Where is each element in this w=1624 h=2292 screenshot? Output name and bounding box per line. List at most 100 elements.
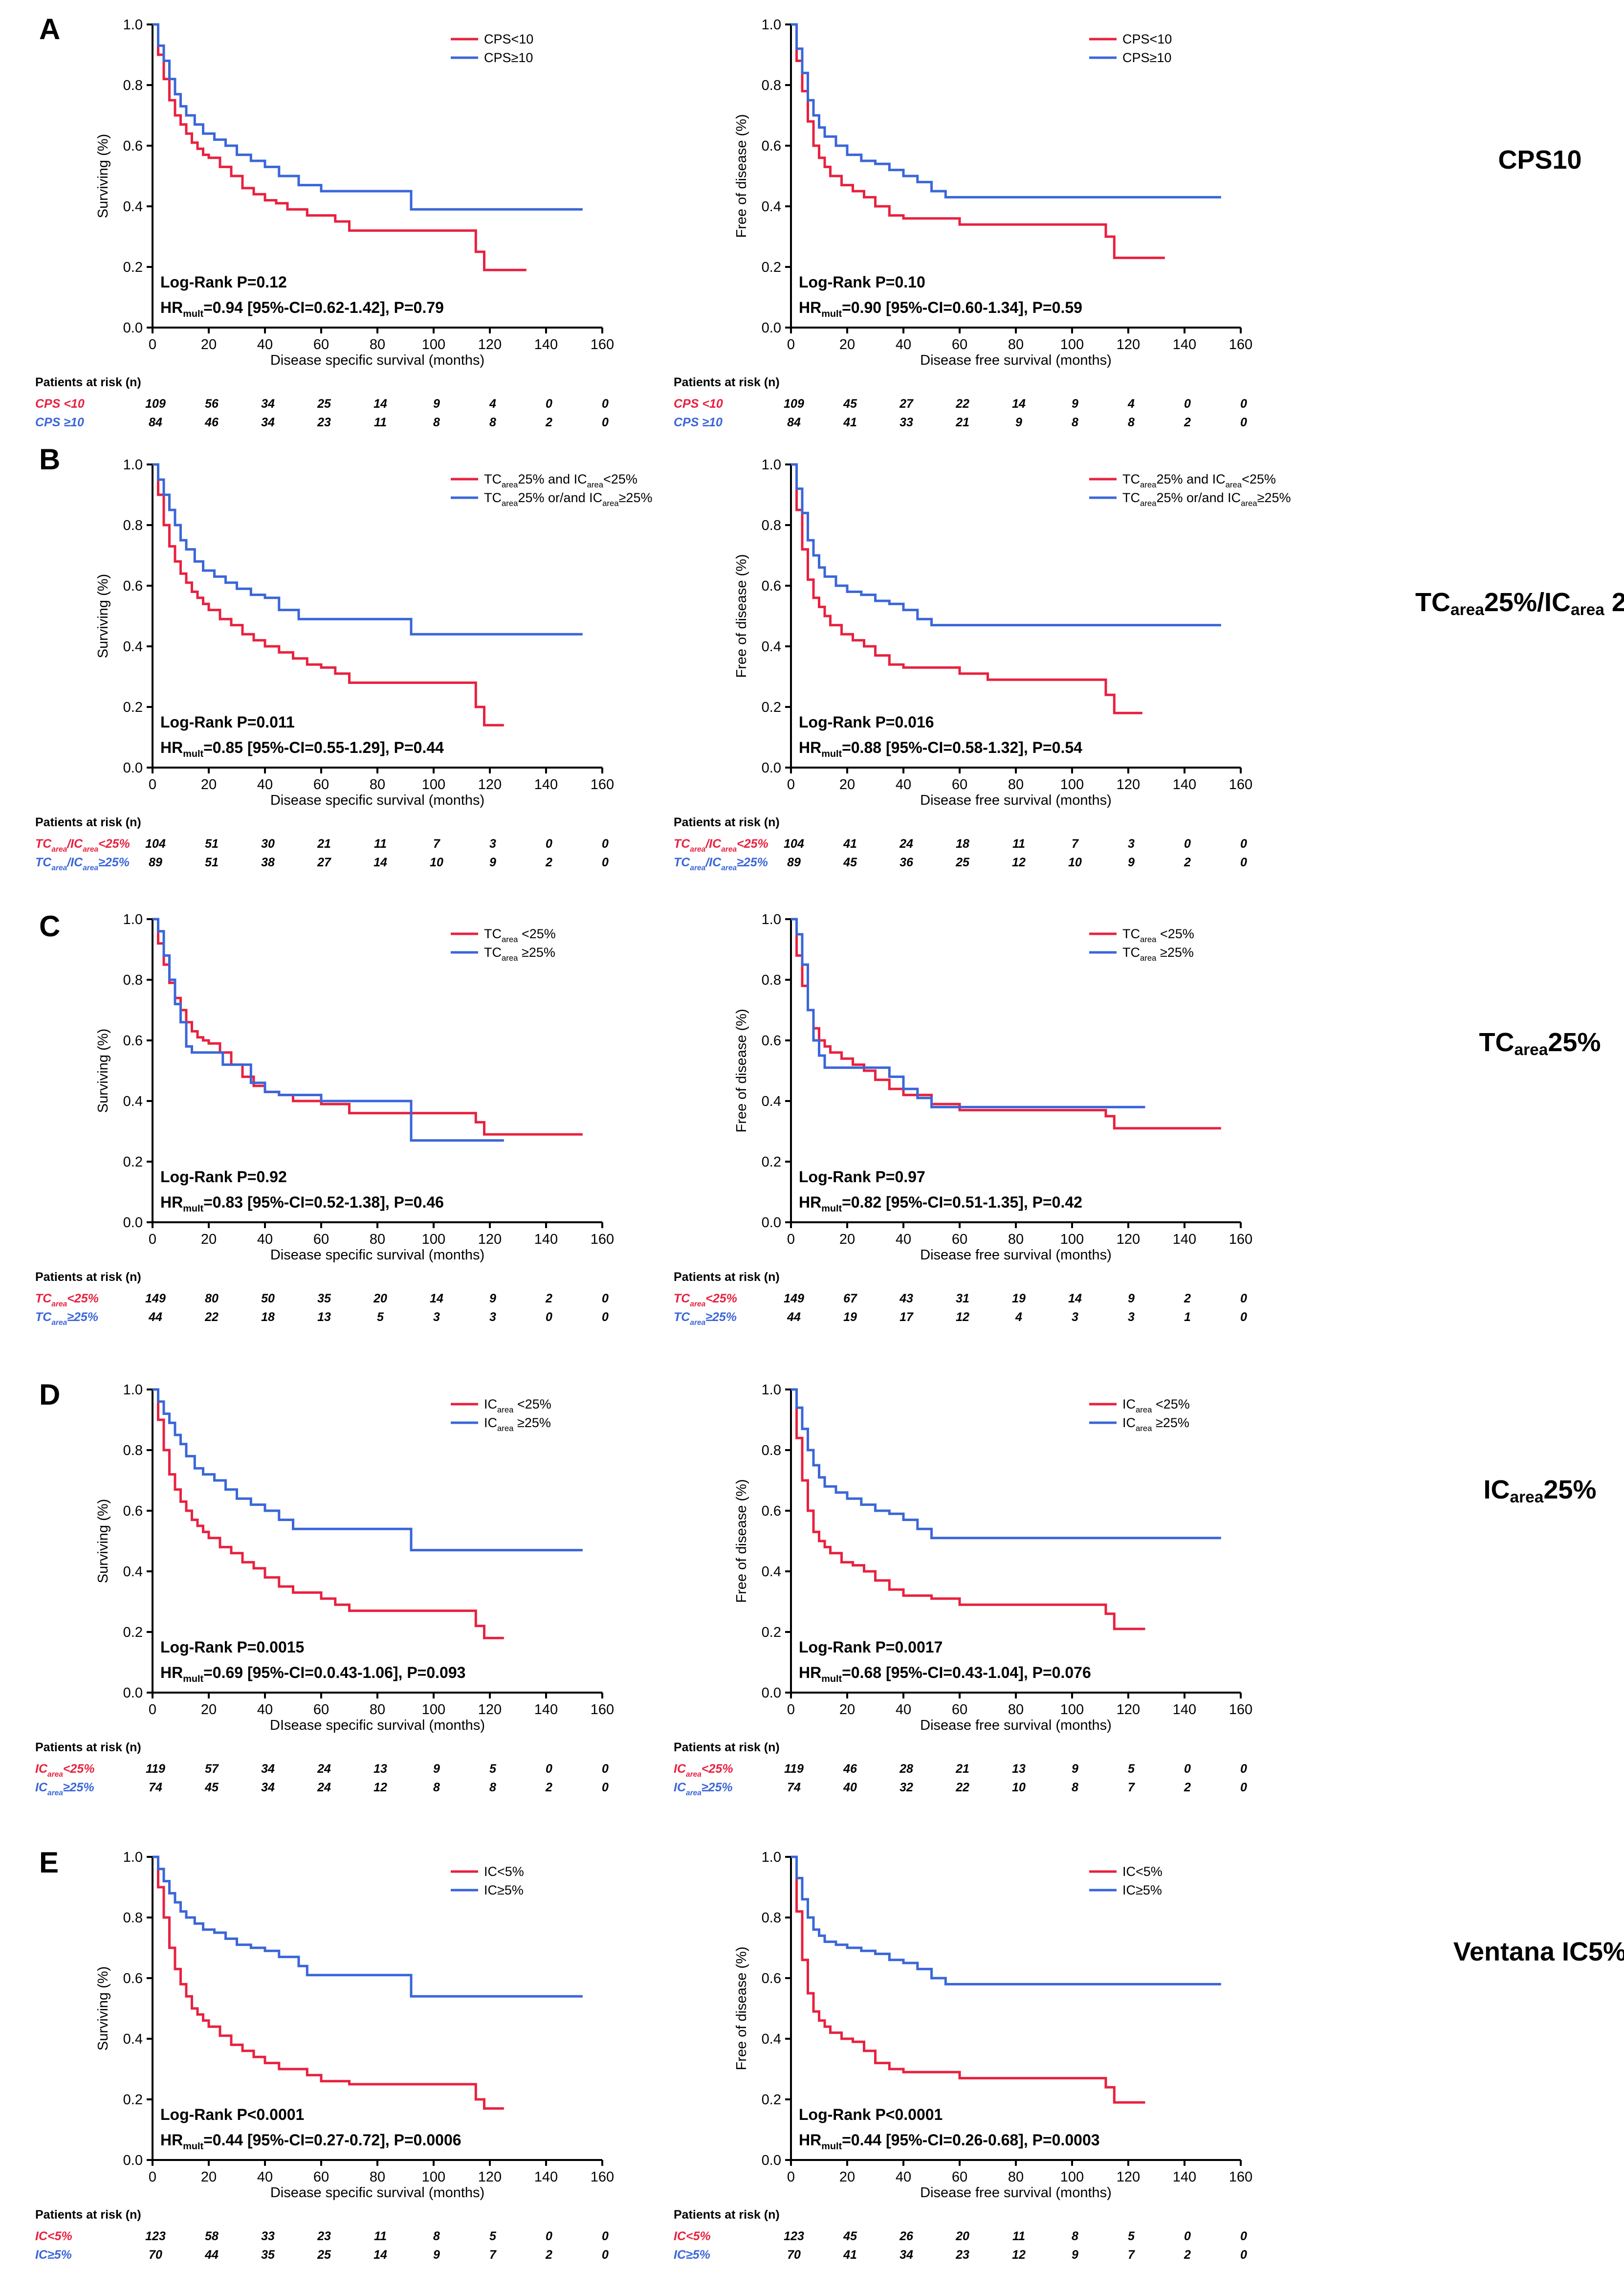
risk-row-label: TCarea​≥25% [35,1310,98,1327]
risk-count: 7 [433,837,440,851]
y-tick-label: 0.0 [762,1685,781,1701]
panel-letter: A [39,13,60,45]
risk-count: 51 [205,837,219,851]
km-curve-low [791,463,1142,714]
km-panel-C-dfs: 0.00.20.40.60.81.00 20 40 60 80 100 120 140 160D… [674,912,1252,1327]
logrank-text: Log-Rank P=0.016 [799,713,934,731]
risk-count: 0 [1184,397,1191,411]
risk-count: 35 [317,1292,331,1305]
risk-count: 109 [145,397,166,411]
risk-count: 0 [1240,837,1247,851]
text-run: <25% [514,1397,551,1411]
text-run: <25% [1242,472,1276,486]
risk-row-label: ICarea​≥25% [35,1781,94,1797]
subscript: area [721,845,737,854]
x-tick-label: 0 [787,777,795,793]
text-run: 25% [1548,1028,1601,1057]
risk-count: 7 [489,2248,497,2262]
text-run: <25% [705,1292,737,1305]
legend-label: IC≥5% [484,1883,524,1897]
risk-count: 7 [1128,1781,1135,1794]
risk-count: 1 [1184,1310,1191,1324]
text-run: =0.85 [95%-CI=0.55-1.29], P=0.44 [203,739,444,756]
text-run: TC [1122,490,1140,505]
x-tick-label: 140 [534,1702,558,1718]
logrank-text: Log-Rank P=0.92 [160,1168,287,1186]
text-run: IC [484,1397,497,1411]
text-run: =0.82 [95%-CI=0.51-1.35], P=0.42 [842,1193,1082,1211]
km-curve-high [791,918,1145,1108]
text-run: TC [35,856,52,869]
risk-row-label: CPS <10 [674,397,723,411]
text-run: IC [674,1762,686,1776]
text-run: IC<5% [1122,1864,1163,1879]
risk-count: 0 [546,2229,552,2243]
risk-count: 84 [149,416,162,429]
x-tick-label: 20 [839,2169,855,2185]
x-tick-label: 100 [1060,1232,1084,1247]
text-run: <25% [1152,1397,1190,1411]
risk-count: 0 [602,1310,609,1324]
risk-count: 45 [204,1781,219,1794]
risk-count: 0 [1240,397,1247,411]
x-tick-label: 140 [534,1232,558,1247]
text-run: ≥25% [619,490,653,505]
km-panel-A-dss: 0.00.20.40.60.81.00 20 40 60 80 100 120 140 160D… [35,13,614,429]
x-tick-label: 20 [201,1702,217,1718]
risk-row-label: TCarea​≥25% [674,1310,737,1327]
text-run: CPS10 [1498,145,1581,175]
text-run: 25% [1543,1475,1596,1504]
subscript: area [1140,499,1157,508]
y-tick-label: 0.2 [123,700,143,715]
risk-count: 23 [955,2248,969,2262]
x-tick-label: 20 [201,337,217,353]
km-curve-high [153,463,583,636]
risk-count: 2 [1184,1781,1191,1794]
text-run: HR [799,1193,821,1211]
text-run: =0.69 [95%-CI=0.0.43-1.06], P=0.093 [203,1664,465,1681]
risk-count: 21 [955,1762,969,1776]
risk-count: 23 [317,2229,331,2243]
y-tick-label: 0.0 [762,760,781,776]
text-run: 25% and IC [1157,472,1226,486]
risk-row-label: ICarea​<25% [674,1762,733,1779]
subscript: area [502,499,518,508]
risk-count: 2 [1184,416,1191,429]
risk-count: 5 [1128,1762,1135,1776]
text-run: IC≥5% [1122,1883,1162,1897]
km-panel-D-dss: 0.00.20.40.60.81.00 20 40 60 80 100 120 140 160D… [35,1378,614,1797]
text-run: HR [799,739,821,756]
risk-count: 22 [955,397,969,411]
row-label: CPS10 [1498,145,1581,175]
risk-row-label: ICarea​≥25% [674,1781,733,1797]
y-tick-label: 0.6 [762,1033,781,1049]
risk-count: 9 [1072,2248,1078,2262]
subscript: area [1140,935,1157,944]
risk-count: 2 [545,416,552,429]
logrank-text: Log-Rank P=0.10 [799,273,925,291]
risk-count: 0 [1240,2229,1247,2243]
km-panel-E-dss: 0.00.20.40.60.81.00 20 40 60 80 100 120 140 160D… [35,1846,614,2262]
km-curve-low [791,1388,1145,1631]
risk-count: 8 [1072,1781,1078,1794]
x-tick-label: 40 [257,2169,273,2185]
text-run: <25% [702,1762,733,1776]
x-tick-label: 20 [839,1232,855,1247]
risk-count: 10 [430,856,443,869]
risk-table-header: Patients at risk (n) [674,1741,780,1754]
legend-label: ICarea​ ≥25% [484,1415,551,1433]
x-tick-label: 160 [1229,2169,1252,2185]
risk-count: 0 [1184,2229,1191,2243]
row-label: TCarea​25% [1479,1028,1601,1059]
risk-table-header: Patients at risk (n) [674,375,780,389]
risk-count: 8 [433,416,440,429]
risk-count: 0 [602,856,609,869]
x-tick-label: 60 [952,1702,967,1718]
text-run: <25% [98,837,130,851]
panel-letter: C [39,910,60,943]
x-tick-label: 40 [257,337,273,353]
km-panel-A-dfs: 0.00.20.40.60.81.00 20 40 60 80 100 120 140 160D… [674,17,1252,429]
row-label: ICarea​25% [1484,1475,1597,1506]
text-run: ≥25% [514,1415,551,1430]
risk-count: 25 [955,856,970,869]
